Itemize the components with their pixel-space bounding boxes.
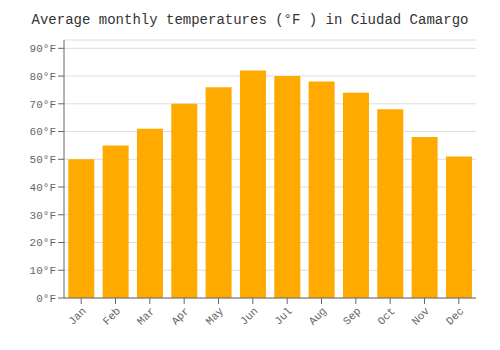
svg-text:Aug: Aug	[307, 305, 329, 327]
svg-text:60°F: 60°F	[30, 126, 56, 138]
svg-text:90°F: 90°F	[30, 43, 56, 55]
svg-text:30°F: 30°F	[30, 210, 56, 222]
svg-text:80°F: 80°F	[30, 71, 56, 83]
svg-text:Jan: Jan	[66, 305, 88, 327]
svg-text:70°F: 70°F	[30, 99, 56, 111]
svg-text:0°F: 0°F	[36, 293, 56, 305]
svg-text:50°F: 50°F	[30, 154, 56, 166]
svg-text:Nov: Nov	[410, 305, 433, 328]
svg-text:Apr: Apr	[169, 305, 191, 327]
svg-text:Jun: Jun	[238, 305, 260, 327]
svg-text:Jul: Jul	[272, 305, 294, 327]
html-text:Average monthly temperatures (: Average monthly temperatures (°F ) in Ci…	[31, 12, 469, 28]
svg-text:May: May	[204, 305, 227, 328]
svg-text:20°F: 20°F	[30, 237, 56, 249]
svg-text:Oct: Oct	[375, 305, 397, 327]
svg-text:Sep: Sep	[341, 305, 363, 327]
svg-text:10°F: 10°F	[30, 265, 56, 277]
svg-text:Mar: Mar	[135, 305, 157, 327]
svg-text:40°F: 40°F	[30, 182, 56, 194]
svg-text:Feb: Feb	[101, 305, 123, 327]
svg-text:Dec: Dec	[444, 305, 466, 327]
